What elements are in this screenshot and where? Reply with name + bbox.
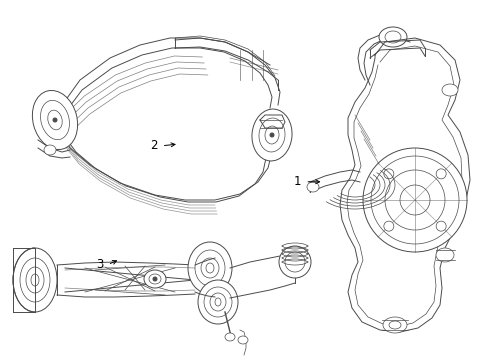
Ellipse shape	[383, 317, 407, 333]
Ellipse shape	[363, 148, 467, 252]
Ellipse shape	[32, 90, 77, 149]
Ellipse shape	[436, 221, 446, 231]
Ellipse shape	[153, 277, 157, 281]
Ellipse shape	[379, 27, 407, 47]
Text: 1: 1	[294, 175, 301, 188]
Ellipse shape	[307, 182, 319, 192]
Text: 2: 2	[150, 139, 158, 152]
Ellipse shape	[238, 336, 248, 344]
Text: 3: 3	[97, 258, 104, 271]
Ellipse shape	[53, 118, 57, 122]
Ellipse shape	[225, 333, 235, 341]
Ellipse shape	[198, 280, 238, 324]
Ellipse shape	[252, 109, 292, 161]
Ellipse shape	[436, 248, 454, 262]
Ellipse shape	[384, 169, 394, 179]
Ellipse shape	[144, 270, 166, 288]
Ellipse shape	[188, 242, 232, 294]
Ellipse shape	[44, 145, 56, 155]
Ellipse shape	[270, 133, 274, 137]
Ellipse shape	[384, 221, 394, 231]
Ellipse shape	[442, 84, 458, 96]
Ellipse shape	[279, 246, 311, 278]
Ellipse shape	[13, 248, 57, 312]
Ellipse shape	[436, 169, 446, 179]
